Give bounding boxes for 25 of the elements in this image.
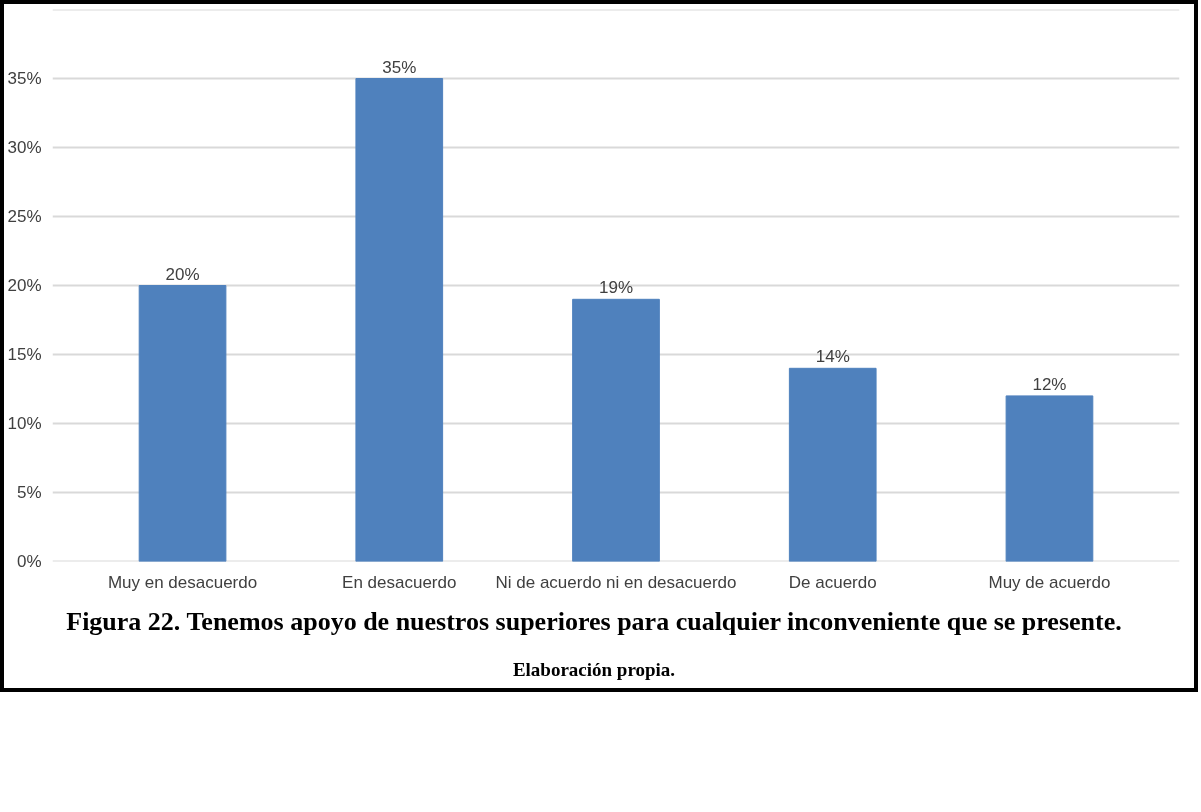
text: Elaboración propia. bbox=[511, 657, 677, 682]
y-tick-label: 30% bbox=[7, 138, 42, 157]
x-tick-label: Ni de acuerdo ni en desacuerdo bbox=[495, 572, 737, 592]
bar bbox=[788, 367, 877, 562]
y-tick-label: 15% bbox=[7, 345, 42, 364]
data-label: 19% bbox=[598, 278, 634, 298]
y-tick-label: 10% bbox=[7, 414, 42, 433]
y-tick-label: 0% bbox=[16, 552, 42, 571]
data-label: 35% bbox=[382, 57, 417, 77]
y-tick-label: 5% bbox=[16, 483, 42, 502]
y-tick-label: 20% bbox=[7, 276, 42, 295]
x-tick-label: Muy en desacuerdo bbox=[107, 572, 258, 592]
bar bbox=[355, 78, 444, 562]
y-tick-label: 25% bbox=[7, 207, 42, 226]
data-label: 14% bbox=[815, 347, 850, 367]
data-label: 12% bbox=[1032, 374, 1067, 394]
data-label: 20% bbox=[165, 264, 200, 284]
bar bbox=[1005, 395, 1094, 562]
y-tick-label: 35% bbox=[7, 69, 42, 88]
bar bbox=[572, 298, 660, 562]
x-tick-label: En desacuerdo bbox=[342, 572, 457, 592]
bar bbox=[138, 285, 227, 562]
x-tick-label: Muy de acuerdo bbox=[988, 572, 1111, 592]
x-tick-label: De acuerdo bbox=[788, 572, 877, 592]
text: Figura 22. Tenemos apoyo de nuestros superiores para cualquier inconveniente que se presente. bbox=[65, 606, 1123, 638]
